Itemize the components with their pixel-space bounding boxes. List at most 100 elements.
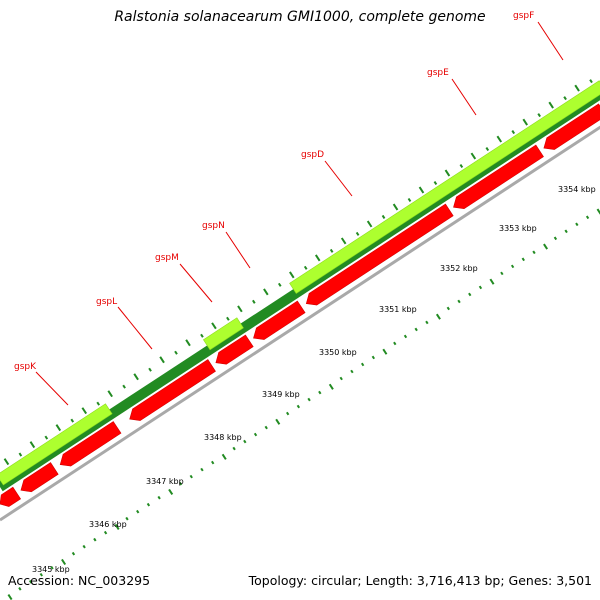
reverse-gene-arrow — [0, 486, 22, 507]
outer-tick — [226, 316, 230, 321]
inner-tick — [221, 453, 227, 460]
outer-tick — [511, 130, 516, 135]
inner-tick — [532, 250, 536, 255]
outer-tick — [496, 135, 503, 143]
inner-tick — [189, 474, 193, 479]
outer-tick — [237, 305, 243, 313]
outer-tick — [174, 350, 178, 355]
kbp-label: 3349 kbp — [262, 390, 300, 399]
outer-tick — [263, 288, 269, 296]
forward-gene-arrow — [289, 80, 600, 294]
inner-tick — [500, 271, 504, 276]
inner-tick — [200, 467, 204, 472]
feature-tracks — [0, 80, 600, 522]
inner-tick — [264, 425, 268, 430]
inner-tick — [103, 530, 108, 535]
inner-tick — [114, 523, 120, 531]
outer-tick — [70, 418, 75, 423]
kbp-label: 3353 kbp — [499, 224, 537, 233]
inner-tick — [382, 348, 388, 355]
inner-tick — [232, 446, 236, 451]
outer-tick — [418, 186, 425, 194]
kbp-label: 3346 kbp — [89, 520, 127, 529]
reverse-gene-arrow — [253, 300, 306, 340]
inner-tick — [360, 362, 365, 367]
outer-tick — [433, 180, 438, 185]
inner-tick — [478, 285, 483, 290]
outer-tick — [3, 458, 10, 466]
inner-tick — [275, 418, 281, 425]
outer-tick — [55, 424, 62, 432]
inner-tick — [50, 565, 54, 570]
inner-tick — [403, 334, 408, 339]
outer-tick — [522, 118, 528, 126]
inner-tick — [136, 509, 140, 514]
inner-tick — [28, 579, 33, 584]
leader-gspM — [179, 263, 213, 303]
outer-tick — [548, 101, 554, 109]
gene-label-gspL: gspL — [96, 297, 117, 307]
map-title: Ralstonia solanacearum GMI1000, complete… — [114, 9, 486, 25]
outer-tick — [133, 373, 139, 381]
topology-text: Topology: circular; Length: 3,716,413 bp… — [248, 573, 592, 588]
leader-gspN — [225, 231, 251, 269]
kbp-label: 3348 kbp — [204, 433, 242, 442]
inner-tick — [82, 544, 86, 549]
inner-tick — [393, 341, 397, 346]
inner-tick — [414, 327, 418, 332]
reverse-gene-arrow — [453, 144, 544, 210]
inner-tick — [125, 516, 129, 521]
outer-tick — [303, 265, 308, 270]
outer-tick — [159, 356, 165, 364]
outer-tick — [329, 248, 334, 253]
outer-tick — [470, 152, 477, 160]
outer-tick — [211, 322, 217, 330]
outer-tick — [107, 390, 113, 398]
inner-tick — [61, 558, 67, 566]
outer-tick — [574, 84, 580, 92]
inner-tick — [318, 390, 322, 395]
leader-gspF — [537, 21, 564, 61]
outer-tick — [277, 282, 282, 287]
kbp-label: 3354 kbp — [558, 185, 596, 194]
kbp-label: 3345 kbp — [32, 565, 70, 574]
inner-tick — [146, 502, 151, 507]
backbone-line — [0, 125, 600, 522]
accession-text: Accession: NC_003295 — [8, 573, 151, 588]
inner-tick — [435, 313, 441, 320]
inner-tick — [71, 551, 76, 556]
inner-tick — [371, 355, 376, 360]
outer-tick — [392, 203, 399, 211]
outer-tick — [44, 435, 49, 440]
inner-tick — [168, 488, 174, 495]
label-leaders — [35, 21, 564, 406]
outer-tick-marks — [3, 79, 593, 466]
kbp-labels: 3345 kbp 3346 kbp 3347 kbp 3348 kbp 3349 kbp… — [32, 185, 596, 574]
outer-tick — [444, 169, 451, 177]
inner-tick-marks — [7, 208, 600, 600]
inner-tick — [585, 215, 590, 220]
outer-tick — [148, 367, 152, 372]
gene-label-gspM: gspM — [155, 253, 179, 263]
outer-tick — [185, 339, 191, 347]
gene-labels: gspK gspL gspM gspN gspD gspE gspF — [14, 11, 534, 372]
inner-tick — [543, 243, 549, 250]
kbp-label: 3351 kbp — [379, 305, 417, 314]
inner-tick — [93, 537, 97, 542]
reverse-gene-arrow — [305, 203, 454, 306]
outer-tick — [81, 407, 88, 415]
leader-gspD — [324, 160, 353, 197]
gene-label-gspN: gspN — [202, 221, 225, 231]
inner-tick — [564, 229, 568, 234]
kbp-label: 3352 kbp — [440, 264, 478, 273]
gene-label-gspD: gspD — [301, 150, 324, 160]
inner-tick — [211, 460, 215, 465]
outer-tick — [200, 333, 204, 338]
inner-tick — [510, 264, 515, 269]
inner-tick — [39, 572, 43, 577]
gene-label-gspK: gspK — [14, 362, 37, 372]
inner-tick — [296, 404, 301, 409]
outer-tick — [485, 147, 490, 152]
inner-tick — [553, 236, 558, 241]
